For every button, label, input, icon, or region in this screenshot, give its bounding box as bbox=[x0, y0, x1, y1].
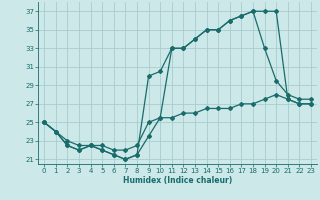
X-axis label: Humidex (Indice chaleur): Humidex (Indice chaleur) bbox=[123, 176, 232, 185]
